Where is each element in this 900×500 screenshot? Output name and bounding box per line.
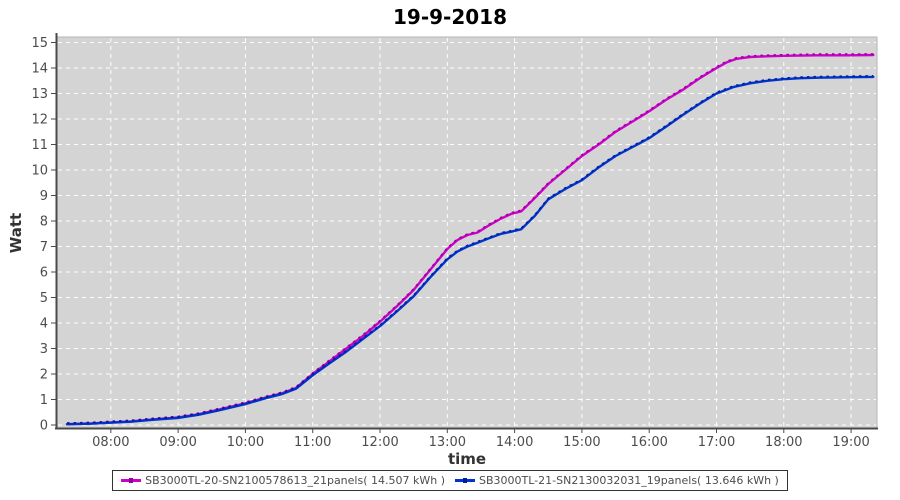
y-tick-label: 4 [40,317,48,332]
series-markers-1 [67,53,874,424]
x-tick-label: 09:00 [159,435,196,450]
y-tick-label: 2 [40,368,48,383]
x-tick-label: 08:00 [92,435,129,450]
series1-line-swatch-icon [121,478,142,483]
x-tick-label: 15:00 [563,435,600,450]
series-line-2 [65,75,875,426]
legend-item-inverter-20: SB3000TL-20-SN2100578613_21panels( 14.50… [121,474,445,487]
y-tick-label: 13 [31,87,48,102]
y-tick-label: 15 [31,36,48,51]
y-tick-label: 1 [40,393,48,408]
y-tick-label: 3 [40,342,48,357]
chart-title: 19-9-2018 [392,5,507,29]
y-tick-label: 10 [31,164,48,179]
y-tick-label: 11 [31,138,48,153]
x-tick-label: 12:00 [361,435,398,450]
y-tick-label: 5 [40,291,48,306]
plot-area [56,36,878,429]
x-tick-label: 11:00 [294,435,331,450]
y-tick-label: 12 [31,113,48,128]
series2-line-swatch-icon [455,478,475,483]
x-tick-label: 10:00 [227,435,264,450]
x-tick-label: 19:00 [832,435,869,450]
y-tick-label: 0 [40,419,48,434]
legend: SB3000TL-20-SN2100578613_21panels( 14.50… [0,470,900,491]
x-tick-label: 17:00 [698,435,735,450]
y-tick-label: 14 [31,62,48,77]
y-tick-label: 8 [40,215,48,230]
legend-label-inverter-20: SB3000TL-20-SN2100578613_21panels( 14.50… [145,474,445,487]
x-tick-label: 18:00 [765,435,802,450]
x-axis-title: time [447,450,487,468]
legend-item-inverter-21: SB3000TL-21-SN2130032031_19panels( 13.64… [455,474,779,487]
series-markers-2 [67,75,874,424]
x-tick-label: 13:00 [429,435,466,450]
legend-box: SB3000TL-20-SN2100578613_21panels( 14.50… [112,470,788,491]
x-tick-label: 14:00 [496,435,533,450]
y-tick-label: 7 [40,240,48,255]
y-tick-label: 9 [40,189,48,204]
y-tick-label: 6 [40,266,48,281]
legend-label-inverter-21: SB3000TL-21-SN2130032031_19panels( 13.64… [479,474,779,487]
x-tick-label: 16:00 [630,435,667,450]
